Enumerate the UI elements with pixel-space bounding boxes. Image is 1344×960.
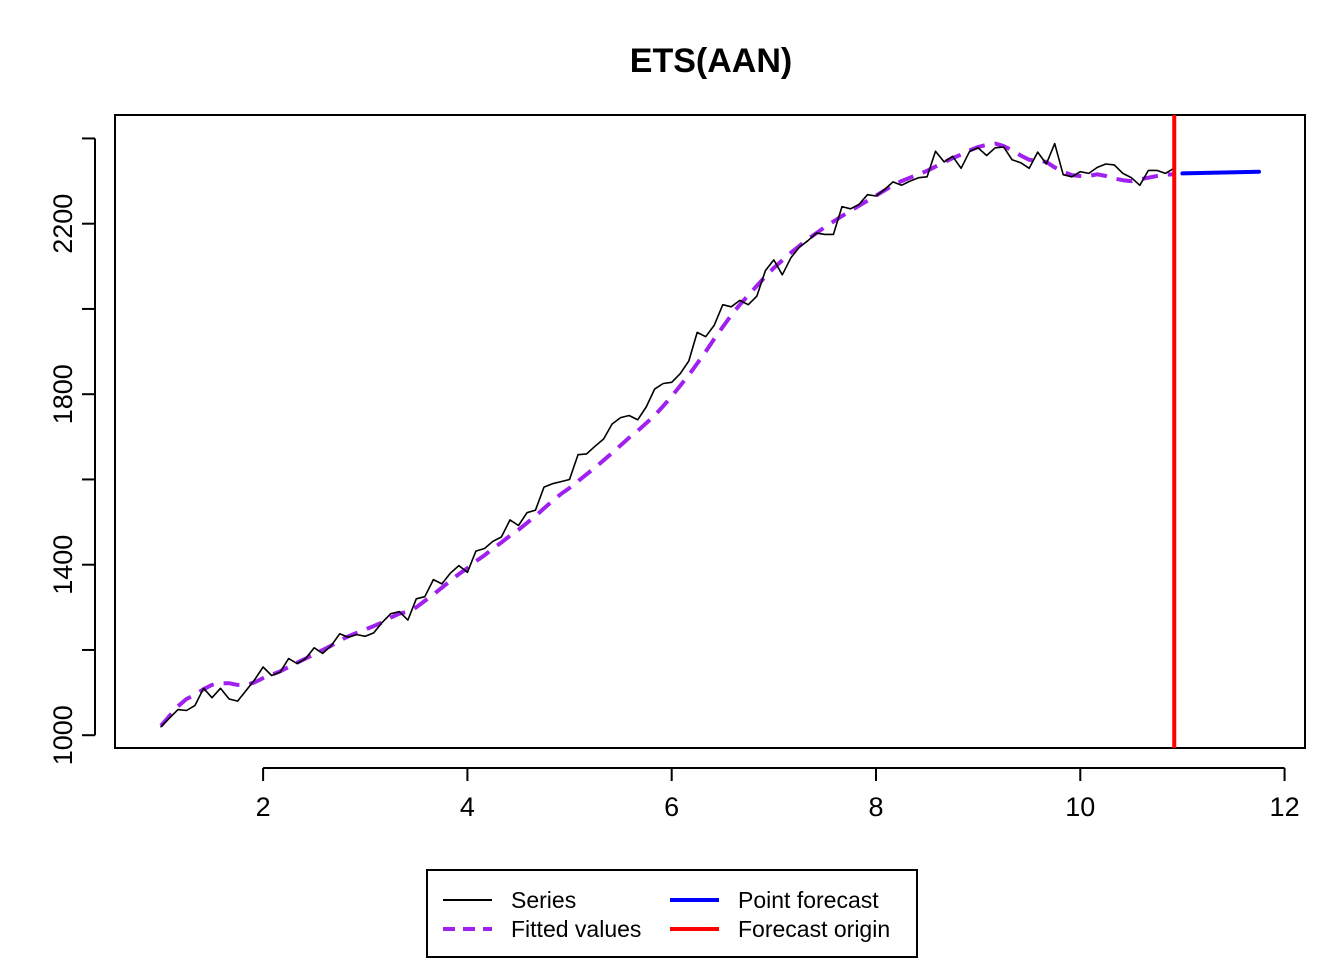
plot-frame (114, 114, 1306, 749)
y-tick-label: 1000 (48, 705, 78, 765)
legend: Series Fitted values Point forecast Fore… (426, 869, 918, 958)
legend-label-series: Series (511, 887, 576, 913)
x-tick-label: 4 (460, 792, 475, 822)
y-axis: 1000 1400 1800 2200 (48, 137, 96, 765)
y-tick-label: 2200 (48, 194, 78, 254)
x-tick-label: 8 (868, 792, 883, 822)
y-tick-label: 1400 (48, 535, 78, 595)
x-tick-label: 10 (1065, 792, 1095, 822)
legend-label-forecast-origin: Forecast origin (738, 916, 890, 942)
x-tick-label: 2 (256, 792, 271, 822)
series-line-point-forecast (1180, 169, 1261, 176)
legend-label-fitted: Fitted values (511, 916, 641, 942)
series-line-series (160, 142, 1175, 728)
legend-label-point-forecast: Point forecast (738, 887, 879, 913)
x-tick-label: 6 (664, 792, 679, 822)
chart-title: ETS(AAN) (630, 42, 792, 80)
plot-area (159, 115, 1261, 748)
x-axis: 2 4 6 8 10 12 (256, 767, 1300, 822)
x-tick-label: 12 (1270, 792, 1300, 822)
legend-box (426, 869, 918, 958)
y-tick-label: 1800 (48, 364, 78, 424)
series-line-fitted-values (159, 141, 1174, 728)
